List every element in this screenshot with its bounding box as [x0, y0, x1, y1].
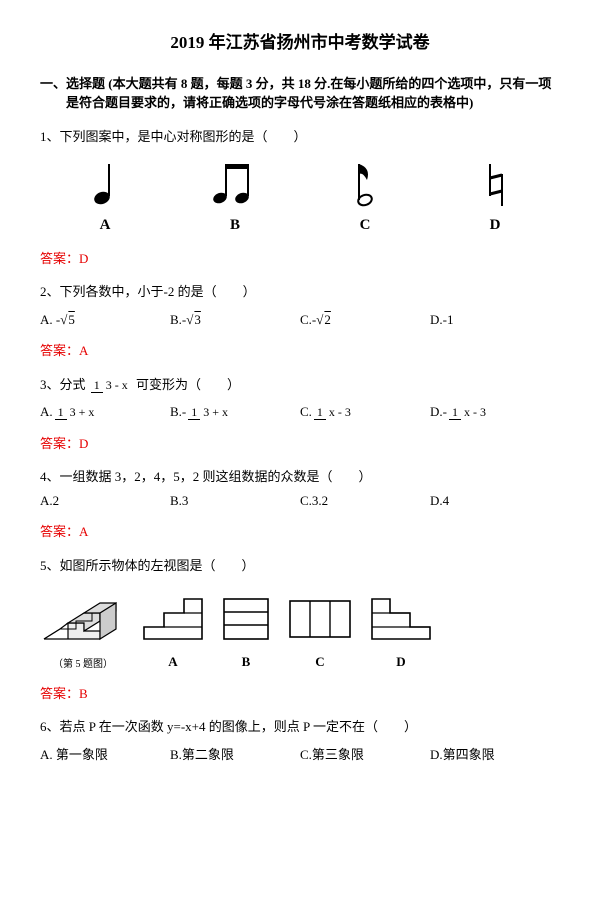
q4-option-c: C.3.2	[300, 491, 430, 511]
q6-option-d: D.第四象限	[430, 745, 560, 765]
stair-mirror-icon	[368, 593, 434, 643]
section-line1: 一、选择题 (本大题共有 8 题，每题 3 分，共 18 分.在每小题所给的四个…	[40, 74, 560, 94]
q5-label-b: B	[220, 652, 272, 672]
q6-option-b: B.第二象限	[170, 745, 300, 765]
beamed-notes-icon	[212, 160, 258, 208]
q1-figures: A B C D	[40, 160, 560, 237]
q6-option-c: C.第三象限	[300, 745, 430, 765]
q1-option-b: B	[170, 160, 300, 237]
q3-option-c: C.1x - 3	[300, 402, 430, 422]
q2-answer: 答案：A	[40, 341, 560, 361]
q5-figures: （第 5 题图） A B C D	[40, 589, 560, 672]
q2-option-c: C.-√2	[300, 310, 430, 330]
q5-option-a: A	[140, 593, 206, 672]
q4-option-a: A.2	[40, 491, 170, 511]
q4-options: A.2 B.3 C.3.2 D.4	[40, 491, 560, 511]
q1-label-c: C	[300, 214, 430, 237]
q5-label-a: A	[140, 652, 206, 672]
q1-label-b: B	[170, 214, 300, 237]
q1-option-d: D	[430, 160, 560, 237]
q5-option-b: B	[220, 593, 272, 672]
q1-answer: 答案：D	[40, 249, 560, 269]
q2-option-b: B.-√3	[170, 310, 300, 330]
q5-label-c: C	[286, 652, 354, 672]
q3-options: A.13 + x B.-13 + x C.1x - 3 D.-1x - 3	[40, 402, 560, 422]
three-cols-icon	[286, 593, 354, 643]
q1-label-a: A	[40, 214, 170, 237]
stair-3d-icon	[40, 589, 126, 649]
three-rows-icon	[220, 593, 272, 643]
q5-text: 5、如图所示物体的左视图是（ ）	[40, 556, 560, 576]
quarter-note-icon	[87, 160, 123, 208]
q2-option-d: D.-1	[430, 310, 560, 330]
q5-option-c: C	[286, 593, 354, 672]
q4-answer: 答案：A	[40, 522, 560, 542]
q1-label-d: D	[430, 214, 560, 237]
q2-text: 2、下列各数中，小于-2 的是（ ）	[40, 282, 560, 302]
q6-option-a: A. 第一象限	[40, 745, 170, 765]
q3-option-a: A.13 + x	[40, 402, 170, 422]
q5-label-d: D	[368, 652, 434, 672]
q3-option-d: D.-1x - 3	[430, 402, 560, 422]
flag-note-icon	[347, 160, 383, 208]
q5-object: （第 5 题图）	[40, 589, 126, 672]
page-title: 2019 年江苏省扬州市中考数学试卷	[40, 30, 560, 56]
q2-option-a: A. -√5	[40, 310, 170, 330]
q4-option-d: D.4	[430, 491, 560, 511]
q3-answer: 答案：D	[40, 434, 560, 454]
section-heading: 一、选择题 (本大题共有 8 题，每题 3 分，共 18 分.在每小题所给的四个…	[40, 74, 560, 113]
q3-option-b: B.-13 + x	[170, 402, 300, 422]
q5-answer: 答案：B	[40, 684, 560, 704]
q4-option-b: B.3	[170, 491, 300, 511]
q2-options: A. -√5 B.-√3 C.-√2 D.-1	[40, 310, 560, 330]
q3-text: 3、分式 13 - x 可变形为（ ）	[40, 375, 560, 395]
q6-options: A. 第一象限 B.第二象限 C.第三象限 D.第四象限	[40, 745, 560, 765]
natural-sign-icon	[477, 160, 513, 208]
q6-text: 6、若点 P 在一次函数 y=-x+4 的图像上，则点 P 一定不在（ ）	[40, 717, 560, 737]
q1-text: 1、下列图案中，是中心对称图形的是（ ）	[40, 127, 560, 147]
q4-text: 4、一组数据 3，2，4，5，2 则这组数据的众数是（ ）	[40, 467, 560, 487]
q1-option-c: C	[300, 160, 430, 237]
q5-option-d: D	[368, 593, 434, 672]
q1-option-a: A	[40, 160, 170, 237]
section-line2: 是符合题目要求的，请将正确选项的字母代号涂在答题纸相应的表格中)	[40, 93, 560, 113]
stair-front-icon	[140, 593, 206, 643]
q5-caption: （第 5 题图）	[40, 657, 126, 672]
